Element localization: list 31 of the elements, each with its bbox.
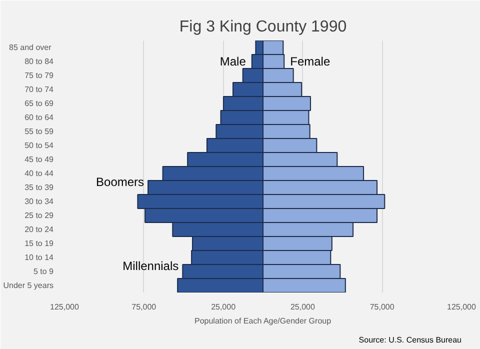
y-tick-label: 15 to 19 (24, 239, 54, 248)
source-note: Source: U.S. Census Bureau (358, 336, 462, 344)
x-tick-label: 75,000 (370, 302, 395, 312)
y-tick-label: 70 to 74 (24, 85, 54, 94)
x-axis-title: Population of Each Age/Gender Group (194, 316, 332, 326)
y-tick-label: 60 to 64 (24, 113, 54, 122)
y-tick-label: 10 to 14 (24, 253, 54, 262)
annotation: Boomers (96, 174, 144, 189)
chart-title: Fig 3 King County 1990 (179, 18, 347, 36)
annotation: Millennials (122, 258, 179, 273)
x-tick-label: 75,000 (132, 302, 157, 312)
y-tick-label: 30 to 34 (24, 197, 54, 206)
x-tick-label: 25,000 (290, 302, 316, 312)
series-label: Male (220, 54, 246, 68)
y-tick-label: 85 and over (9, 43, 52, 52)
y-tick-label: 45 to 49 (24, 155, 54, 164)
y-tick-label: Under 5 years (3, 281, 54, 290)
y-tick-label: 50 to 54 (24, 141, 54, 150)
x-tick-label: 125,000 (50, 302, 80, 312)
y-tick-label: 40 to 44 (24, 169, 54, 178)
y-tick-label: 65 to 69 (24, 99, 54, 108)
series-label: Female (290, 54, 330, 68)
y-tick-label: 75 to 79 (24, 71, 54, 80)
y-tick-label: 5 to 9 (33, 267, 54, 276)
y-tick-label: 25 to 29 (24, 211, 54, 220)
x-tick-label: 125,000 (447, 302, 477, 312)
y-tick-label: 35 to 39 (24, 183, 54, 192)
y-tick-label: 20 to 24 (24, 225, 54, 234)
x-tick-label: 25,000 (211, 302, 236, 312)
y-tick-label: 80 to 84 (24, 57, 54, 66)
y-tick-label: 55 to 59 (24, 127, 54, 136)
